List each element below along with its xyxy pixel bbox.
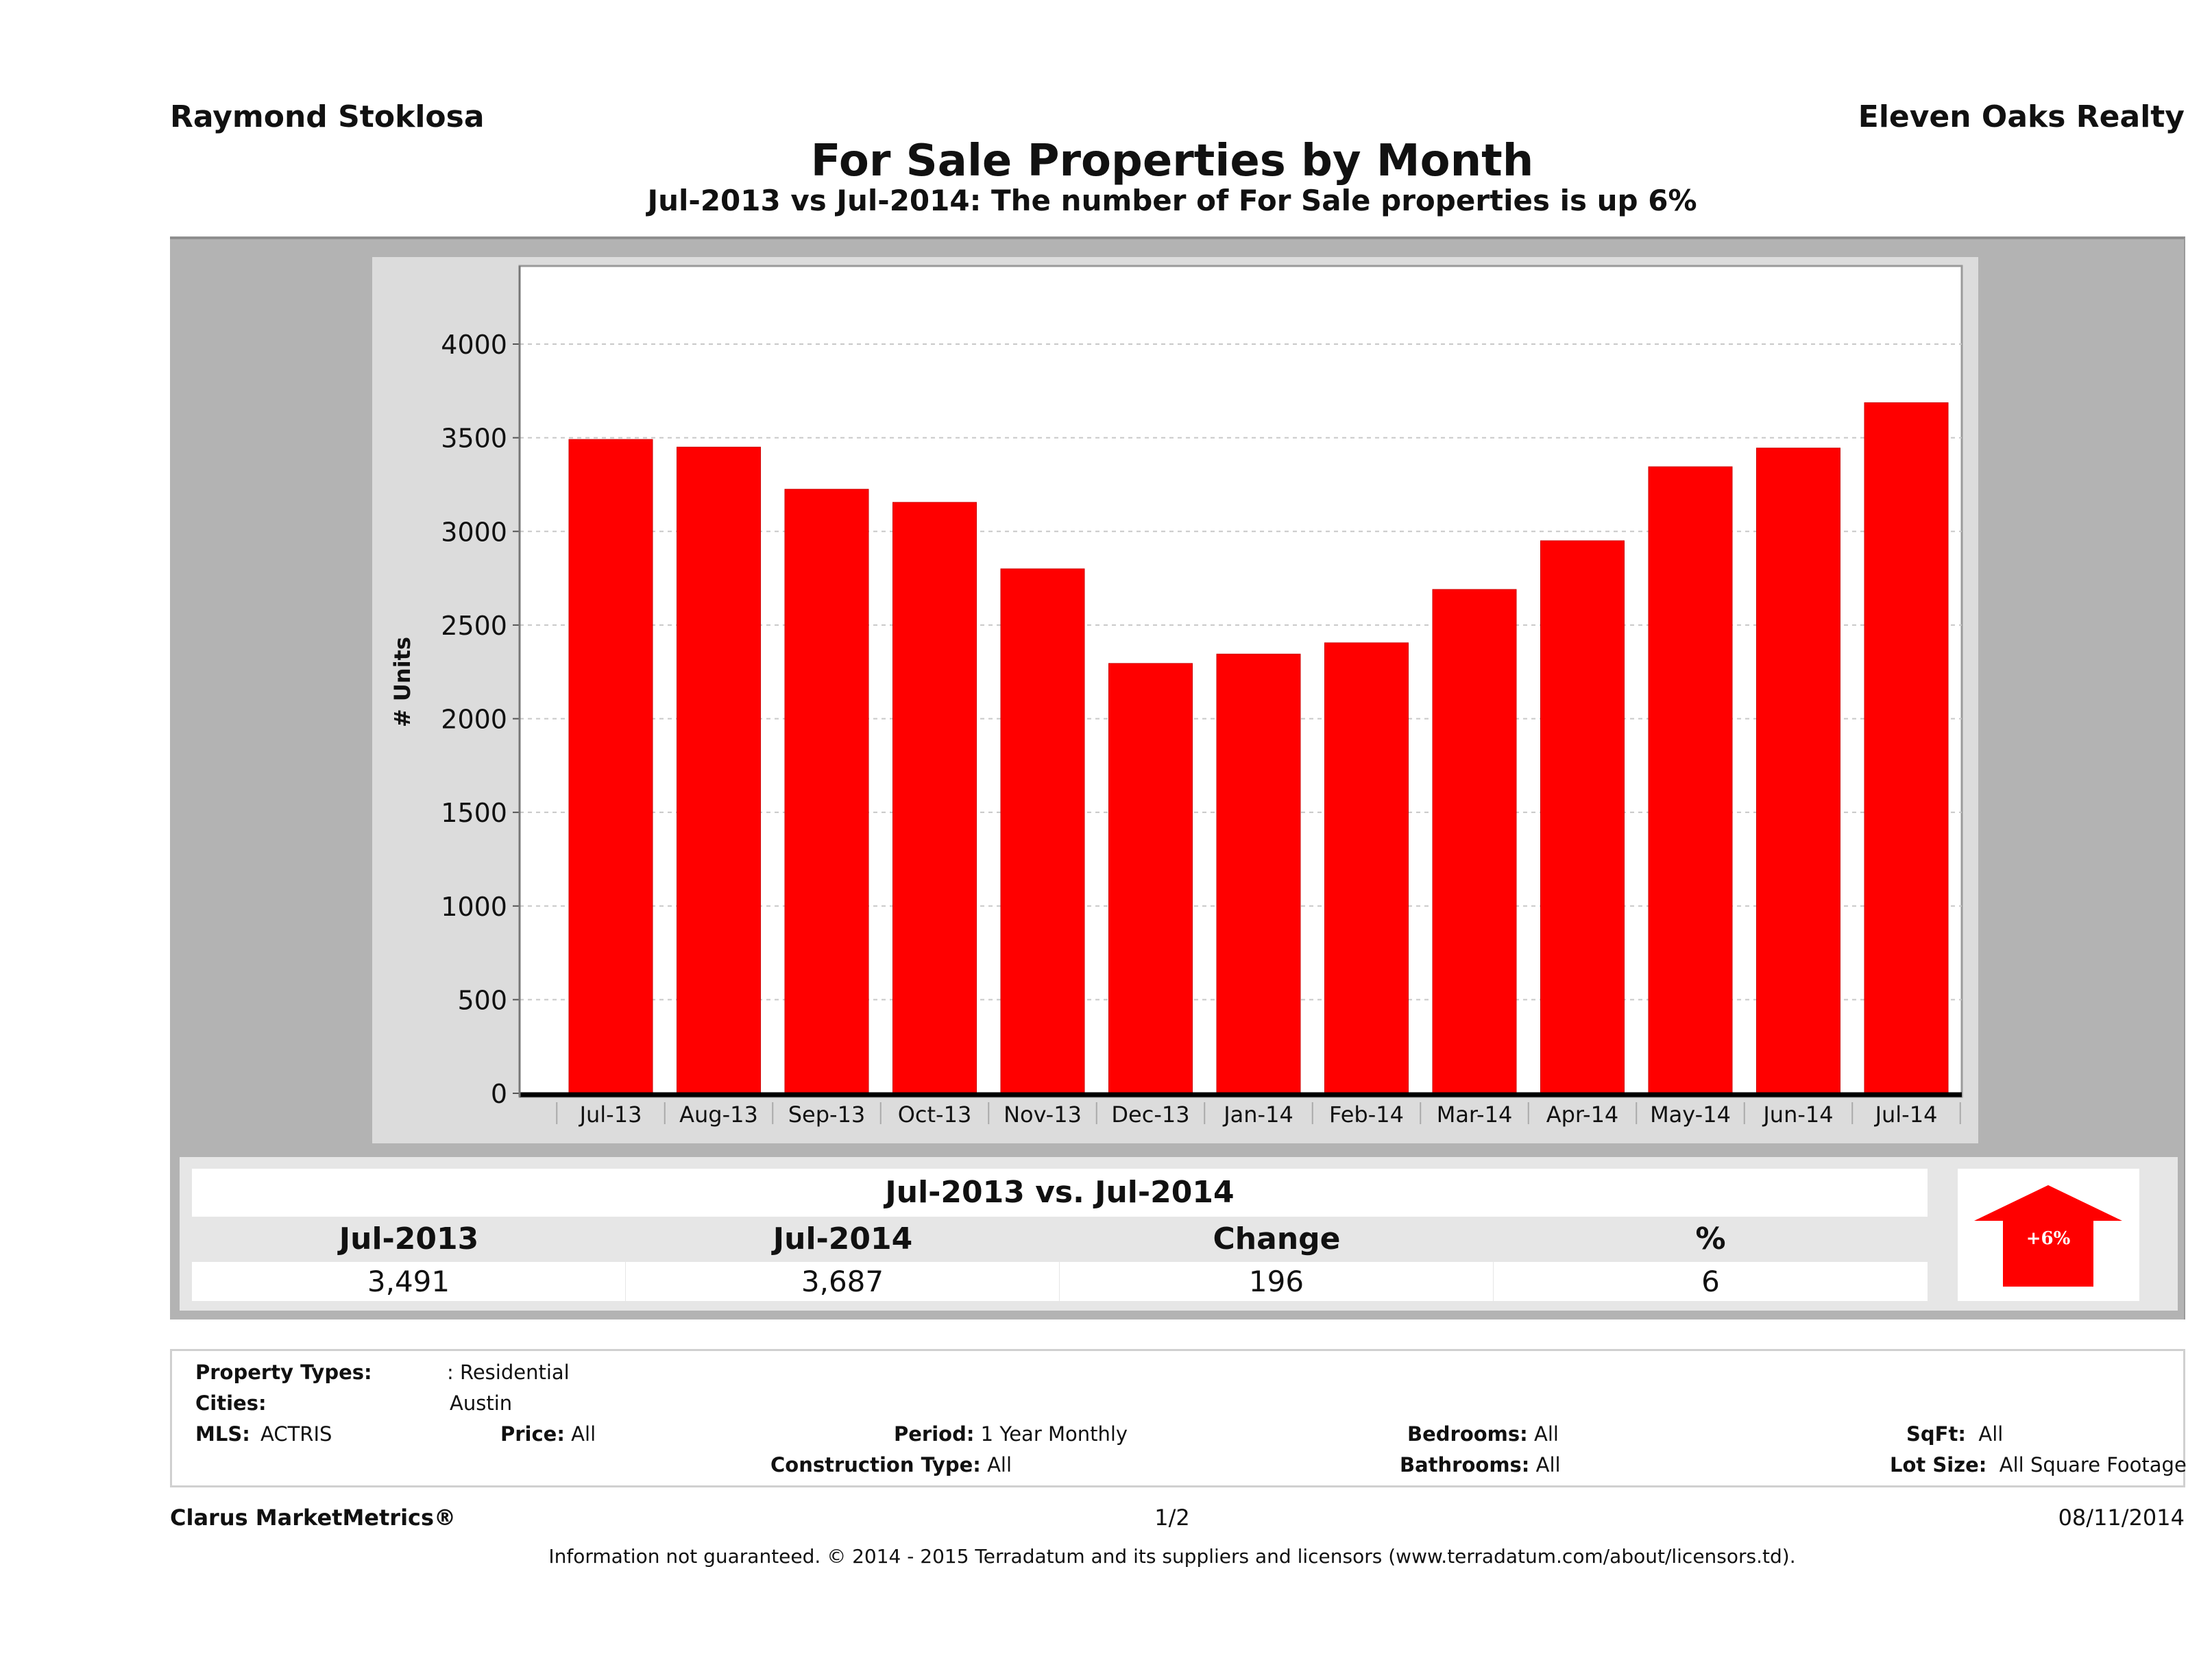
x-tick-label: Aug-13 (679, 1102, 758, 1128)
property-types: Property Types: (195, 1361, 372, 1384)
footer-brand: Clarus MarketMetrics® (170, 1505, 457, 1531)
x-tick-label: Jan-14 (1222, 1102, 1293, 1128)
period-value: 1 Year Monthly (980, 1422, 1128, 1446)
criteria-box (170, 1349, 2185, 1487)
report-subtitle: Jul-2013 vs Jul-2014: The number of For … (647, 184, 1697, 217)
y-axis-label: # Units (389, 637, 415, 727)
bedrooms-value: All (1533, 1422, 1559, 1446)
x-tick-label: Oct-13 (898, 1102, 972, 1128)
bathrooms: Bathrooms: All (1400, 1453, 1561, 1476)
summary-value-jul2013: 3,491 (192, 1262, 625, 1301)
summary-value-jul2014: 3,687 (626, 1262, 1059, 1301)
lot-size: Lot Size: All Square Footage (1890, 1453, 2187, 1476)
x-tick-label: Feb-14 (1329, 1102, 1404, 1128)
change-badge: +6% (2026, 1228, 2071, 1249)
y-tick-label: 2500 (441, 611, 507, 641)
bar-jul-13 (568, 439, 653, 1094)
x-tick-label: Jul-14 (1874, 1102, 1938, 1128)
y-tick-label: 3500 (441, 424, 507, 454)
summary-title: Jul-2013 vs. Jul-2014 (192, 1169, 1928, 1217)
summary-header-change: Change (1060, 1217, 1494, 1262)
bar-jul-14 (1864, 402, 1949, 1094)
mls: MLS: (195, 1422, 250, 1446)
y-tick-label: 1000 (441, 892, 507, 922)
sqft-label: SqFt: (1906, 1422, 1966, 1446)
price-label: Price: (500, 1422, 565, 1446)
bar-nov-13 (1000, 568, 1085, 1094)
bathrooms-value: All (1535, 1453, 1561, 1476)
cities-value: Austin (450, 1391, 513, 1415)
x-tick-label: Jun-14 (1762, 1102, 1833, 1128)
x-tick-label: Sep-13 (788, 1102, 866, 1128)
y-tick-label: 4000 (441, 330, 507, 360)
summary-header-jul2013: Jul-2013 (192, 1217, 626, 1262)
summary-header-jul2014: Jul-2014 (626, 1217, 1060, 1262)
y-tick-label: 3000 (441, 517, 507, 547)
price-value: All (571, 1422, 596, 1446)
bar-feb-14 (1324, 642, 1409, 1094)
x-tick-label: Apr-14 (1546, 1102, 1619, 1128)
report-date: 08/11/2014 (2058, 1505, 2185, 1531)
y-tick-label: 500 (457, 985, 507, 1015)
y-axis-ticks: 0 500 1000 1500 2000 2500 3000 3500 4000 (441, 330, 520, 1109)
bedrooms: Bedrooms: All (1407, 1422, 1559, 1446)
lotsize-value: All Square Footage (1999, 1453, 2187, 1476)
summary-value-change: 196 (1060, 1262, 1493, 1301)
period: Period: 1 Year Monthly (894, 1422, 1128, 1446)
y-tick-label: 2000 (441, 705, 507, 735)
report-title: For Sale Properties by Month (810, 136, 1534, 186)
x-tick-label: Dec-13 (1111, 1102, 1189, 1128)
sqft: SqFt: All (1906, 1422, 2003, 1446)
property-types-value: : Residential (447, 1361, 570, 1384)
x-axis-ticks: Jul-13 Aug-13 Sep-13 Oct-13 Nov-13 Dec-13 Jan-… (556, 1102, 1961, 1128)
lotsize-label: Lot Size: (1890, 1453, 1987, 1476)
construction-value: All (987, 1453, 1012, 1476)
company-name: Eleven Oaks Realty (1858, 99, 2185, 134)
disclaimer: Information not guaranteed. © 2014 - 201… (548, 1545, 1796, 1568)
bathrooms-label: Bathrooms: (1400, 1453, 1530, 1476)
property-types-label: Property Types: (195, 1361, 372, 1384)
summary-header-percent: % (1494, 1217, 1928, 1262)
cities-label: Cities: (195, 1391, 267, 1415)
construction-type: Construction Type: All (770, 1453, 1012, 1476)
construction-label: Construction Type: (770, 1453, 981, 1476)
bar-sep-13 (784, 489, 869, 1094)
bar-apr-14 (1540, 540, 1625, 1094)
price: Price: All (500, 1422, 596, 1446)
bar-oct-13 (892, 502, 977, 1094)
agent-name: Raymond Stoklosa (170, 99, 485, 134)
x-tick-label: Jul-13 (579, 1102, 642, 1128)
bar-jan-14 (1216, 653, 1301, 1094)
bar-jun-14 (1756, 448, 1840, 1094)
bar-dec-13 (1108, 663, 1193, 1094)
y-tick-label: 1500 (441, 798, 507, 828)
y-tick-label: 0 (491, 1079, 507, 1109)
cities: Cities: (195, 1391, 267, 1415)
bar-aug-13 (677, 446, 761, 1094)
change-indicator: +6% (1958, 1169, 2139, 1301)
mls-value: ACTRIS (260, 1422, 332, 1446)
x-tick-label: Nov-13 (1004, 1102, 1082, 1128)
x-tick-label: Mar-14 (1437, 1102, 1513, 1128)
bar-mar-14 (1432, 589, 1517, 1094)
summary-value-percent: 6 (1494, 1262, 1928, 1301)
bar-chart: 0 500 1000 1500 2000 2500 3000 3500 4000 Jul-13 A… (389, 265, 1963, 1128)
mls-label: MLS: (195, 1422, 250, 1446)
up-arrow-icon: +6% (1974, 1185, 2122, 1287)
period-label: Period: (894, 1422, 975, 1446)
bedrooms-label: Bedrooms: (1407, 1422, 1528, 1446)
sqft-value: All (1978, 1422, 2004, 1446)
bars (568, 402, 1949, 1094)
bar-may-14 (1648, 466, 1733, 1094)
page-number: 1/2 (1154, 1505, 1190, 1531)
x-tick-label: May-14 (1650, 1102, 1731, 1128)
